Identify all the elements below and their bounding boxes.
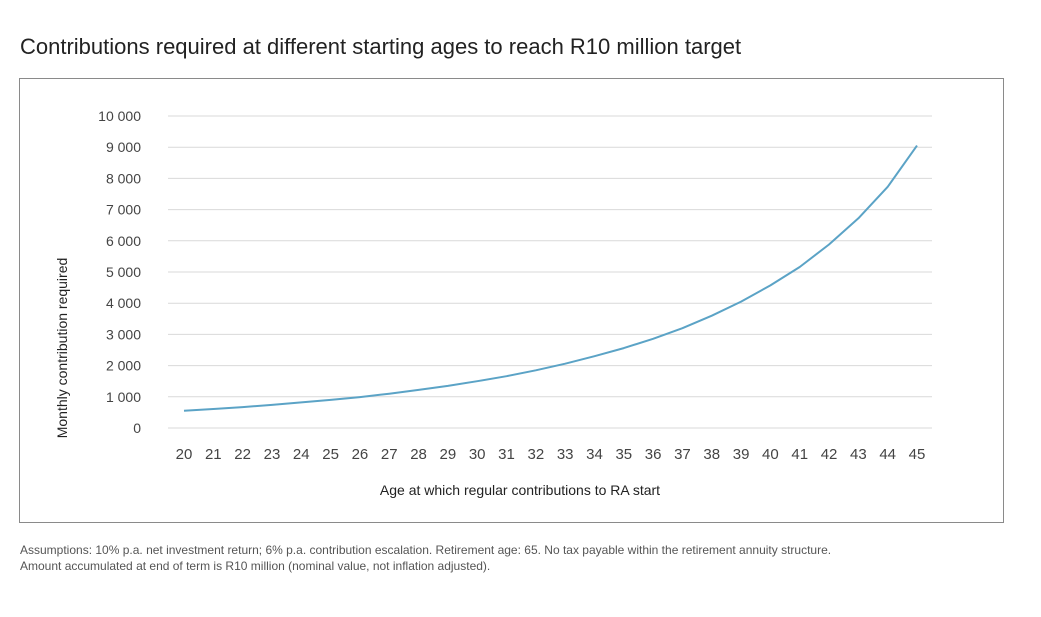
chart-frame: 0 1 000 2 000 3 000 4 000 5 000 6 000 7 000 8 00… — [19, 78, 1004, 523]
x-axis-ticks: 20 21 22 23 24 25 26 27 28 29 30 31 32 33 34 35 36 37 38 39… — [176, 446, 926, 463]
x-tick-label: 32 — [527, 446, 544, 463]
gridlines — [168, 115, 932, 429]
line-chart: 0 1 000 2 000 3 000 4 000 5 000 6 000 7 000 8 00… — [54, 108, 932, 498]
x-tick-label: 23 — [264, 446, 281, 463]
x-tick-label: 38 — [703, 446, 720, 463]
x-tick-label: 21 — [205, 446, 222, 463]
footnote: Assumptions: 10% p.a. net investment ret… — [20, 542, 1030, 574]
y-tick-label: 6 000 — [106, 233, 141, 249]
y-tick-label: 8 000 — [106, 170, 141, 186]
x-tick-label: 30 — [469, 446, 486, 463]
x-tick-label: 27 — [381, 446, 398, 463]
x-tick-label: 35 — [615, 446, 632, 463]
x-tick-label: 41 — [791, 446, 808, 463]
x-axis-label: Age at which regular contributions to RA… — [380, 482, 660, 498]
footnote-line-2: Amount accumulated at end of term is R10… — [20, 559, 491, 573]
x-tick-label: 42 — [821, 446, 838, 463]
x-tick-label: 40 — [762, 446, 779, 463]
chart-title: Contributions required at different star… — [20, 34, 742, 59]
y-axis-label: Monthly contribution required — [54, 258, 70, 439]
y-tick-label: 3 000 — [106, 326, 141, 342]
y-tick-label: 9 000 — [106, 139, 141, 155]
x-tick-label: 33 — [557, 446, 574, 463]
series-line — [183, 145, 918, 412]
x-tick-label: 31 — [498, 446, 515, 463]
x-tick-label: 34 — [586, 446, 603, 463]
x-tick-label: 45 — [909, 446, 926, 463]
x-tick-label: 24 — [293, 446, 310, 463]
x-tick-label: 20 — [176, 446, 193, 463]
x-tick-label: 29 — [440, 446, 457, 463]
y-axis-ticks: 0 1 000 2 000 3 000 4 000 5 000 6 000 7 000 8 00… — [98, 108, 141, 436]
y-tick-label: 1 000 — [106, 389, 141, 405]
x-tick-label: 36 — [645, 446, 662, 463]
x-tick-label: 37 — [674, 446, 691, 463]
x-tick-label: 26 — [352, 446, 369, 463]
x-tick-label: 25 — [322, 446, 339, 463]
x-tick-label: 39 — [733, 446, 750, 463]
y-tick-label: 0 — [133, 420, 141, 436]
y-tick-label: 2 000 — [106, 358, 141, 374]
series-group — [183, 145, 918, 412]
x-tick-label: 22 — [234, 446, 251, 463]
y-tick-label: 10 000 — [98, 108, 141, 124]
y-tick-label: 4 000 — [106, 295, 141, 311]
footnote-line-1: Assumptions: 10% p.a. net investment ret… — [20, 543, 832, 557]
x-tick-label: 28 — [410, 446, 427, 463]
y-tick-label: 7 000 — [106, 202, 141, 218]
y-tick-label: 5 000 — [106, 264, 141, 280]
x-tick-label: 43 — [850, 446, 867, 463]
x-tick-label: 44 — [879, 446, 896, 463]
